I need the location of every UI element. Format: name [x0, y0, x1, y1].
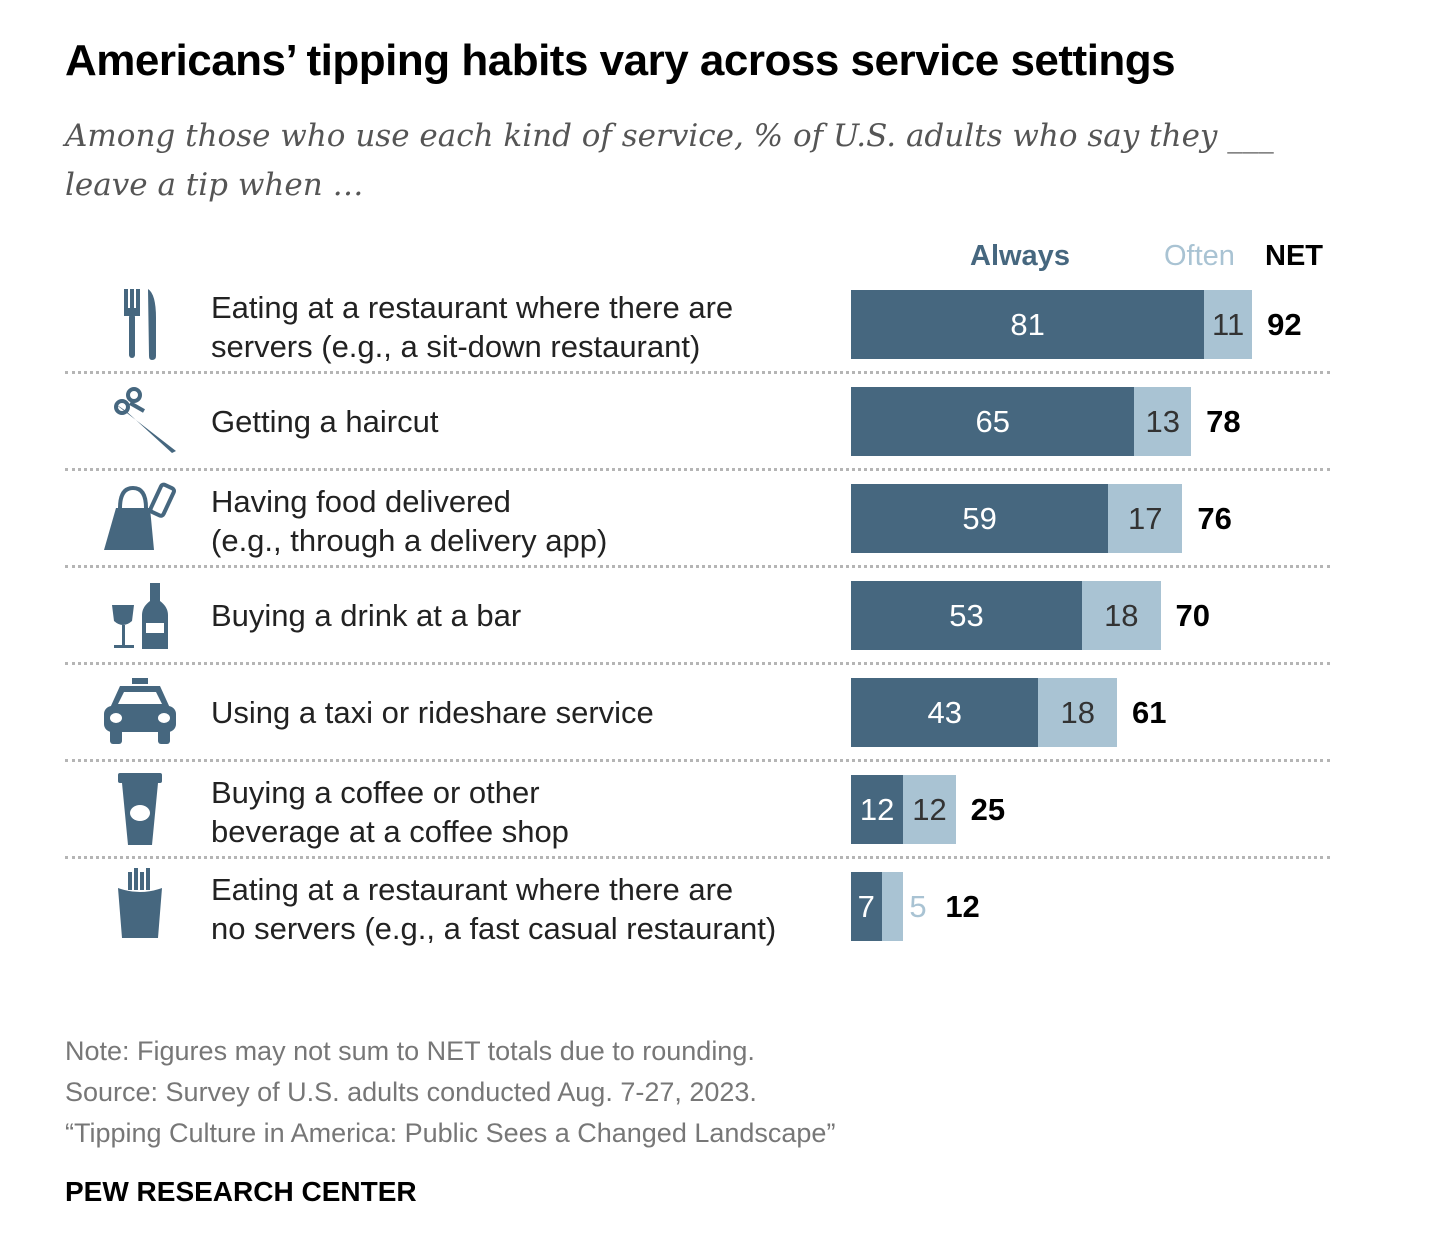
value-label-often: 5 [909, 889, 927, 924]
value-label-often: 11 [1212, 307, 1245, 342]
category-label-line: beverage at a coffee shop [211, 814, 569, 849]
taxi-icon [104, 678, 176, 744]
value-label-net: 70 [1175, 598, 1211, 633]
value-label-often: 18 [1060, 695, 1095, 730]
value-label-always: 43 [927, 695, 962, 730]
value-label-always: 53 [949, 598, 984, 633]
row-divider [65, 371, 1330, 374]
category-label: Using a taxi or rideshare service [211, 693, 654, 732]
value-label-always: 65 [975, 404, 1010, 439]
category-label-line: Buying a coffee or other [211, 775, 540, 810]
category-label-line: Eating at a restaurant where there are [211, 290, 734, 325]
table-row: Using a taxi or rideshare service 43 18 61 [0, 664, 1440, 762]
fork-knife-icon [124, 289, 156, 360]
category-label: Having food delivered (e.g., through a de… [211, 482, 607, 560]
category-label-line: servers (e.g., a sit-down restaurant) [211, 329, 701, 364]
bar-often [881, 872, 904, 941]
brand-logo-text: PEW RESEARCH CENTER [65, 1176, 417, 1207]
value-label-always: 12 [859, 792, 895, 827]
table-row: Eating at a restaurant where there are se… [0, 276, 1440, 374]
category-label-line: Getting a haircut [211, 404, 439, 439]
fries-icon [118, 868, 162, 938]
table-row: Getting a haircut 65 13 78 [0, 373, 1440, 471]
legend-net: NET [1265, 240, 1323, 272]
bar-always [851, 484, 1109, 553]
bar-often [903, 775, 956, 844]
category-label: Buying a drink at a bar [211, 596, 521, 635]
report-title-text: “Tipping Culture in America: Public Sees… [65, 1118, 836, 1148]
category-label: Getting a haircut [211, 402, 438, 441]
value-label-always: 81 [1010, 307, 1045, 342]
value-label-net: 25 [970, 792, 1006, 827]
row-divider [65, 565, 1330, 568]
category-label-line: (e.g., through a delivery app) [211, 523, 608, 558]
bar-always [851, 775, 904, 844]
bar-always [851, 387, 1135, 456]
value-label-net: 61 [1131, 695, 1167, 730]
category-label-line: Using a taxi or rideshare service [211, 695, 654, 730]
value-label-often: 18 [1104, 598, 1139, 633]
value-label-net: 92 [1267, 307, 1302, 342]
bar-always [851, 290, 1205, 359]
bar-often [1204, 290, 1253, 359]
category-label: Eating at a restaurant where there are no… [211, 870, 776, 948]
value-label-net: 12 [945, 889, 980, 924]
row-divider [65, 468, 1330, 471]
value-label-net: 76 [1197, 501, 1232, 536]
bar-often [1082, 581, 1161, 650]
value-label-always: 7 [857, 889, 875, 924]
wine-bottle-icon [112, 583, 168, 649]
table-row: Having food delivered (e.g., through a de… [0, 470, 1440, 568]
legend-always: Always [970, 240, 1070, 272]
bar-always [851, 581, 1083, 650]
bar-often [1038, 678, 1117, 747]
bar-always [851, 678, 1039, 747]
bar-often [1134, 387, 1192, 456]
table-row: Buying a drink at a bar 53 18 70 [0, 567, 1440, 665]
category-label-line: Eating at a restaurant where there are [211, 872, 734, 907]
category-label: Eating at a restaurant where there are se… [211, 288, 733, 366]
coffee-cup-icon [118, 773, 162, 845]
source-text: Source: Survey of U.S. adults conducted … [65, 1077, 757, 1107]
row-divider [65, 856, 1330, 859]
note-text: Note: Figures may not sum to NET totals … [65, 1036, 755, 1066]
legend-often: Often [1164, 240, 1235, 272]
value-label-often: 12 [912, 792, 947, 827]
row-divider [65, 662, 1330, 665]
value-label-often: 17 [1128, 501, 1163, 536]
value-label-net: 78 [1206, 404, 1241, 439]
table-row: Buying a coffee or other beverage at a co… [0, 761, 1440, 859]
category-label-line: no servers (e.g., a fast casual restaura… [211, 911, 777, 946]
scissors-icon [114, 387, 176, 453]
category-label: Buying a coffee or other beverage at a co… [211, 773, 569, 851]
bar-often [1108, 484, 1183, 553]
category-label-line: Having food delivered [211, 484, 511, 519]
value-label-often: 13 [1145, 404, 1180, 439]
chart-title: Americans’ tipping habits vary across se… [65, 36, 1176, 85]
value-label-always: 59 [962, 501, 997, 536]
row-divider [65, 759, 1330, 762]
bar-always [851, 872, 882, 941]
chart-subtitle: Among those who use each kind of service… [65, 118, 1274, 203]
table-row: Eating at a restaurant where there are no… [0, 858, 1440, 955]
category-label-line: Buying a drink at a bar [211, 598, 522, 633]
bag-phone-icon [104, 482, 176, 550]
